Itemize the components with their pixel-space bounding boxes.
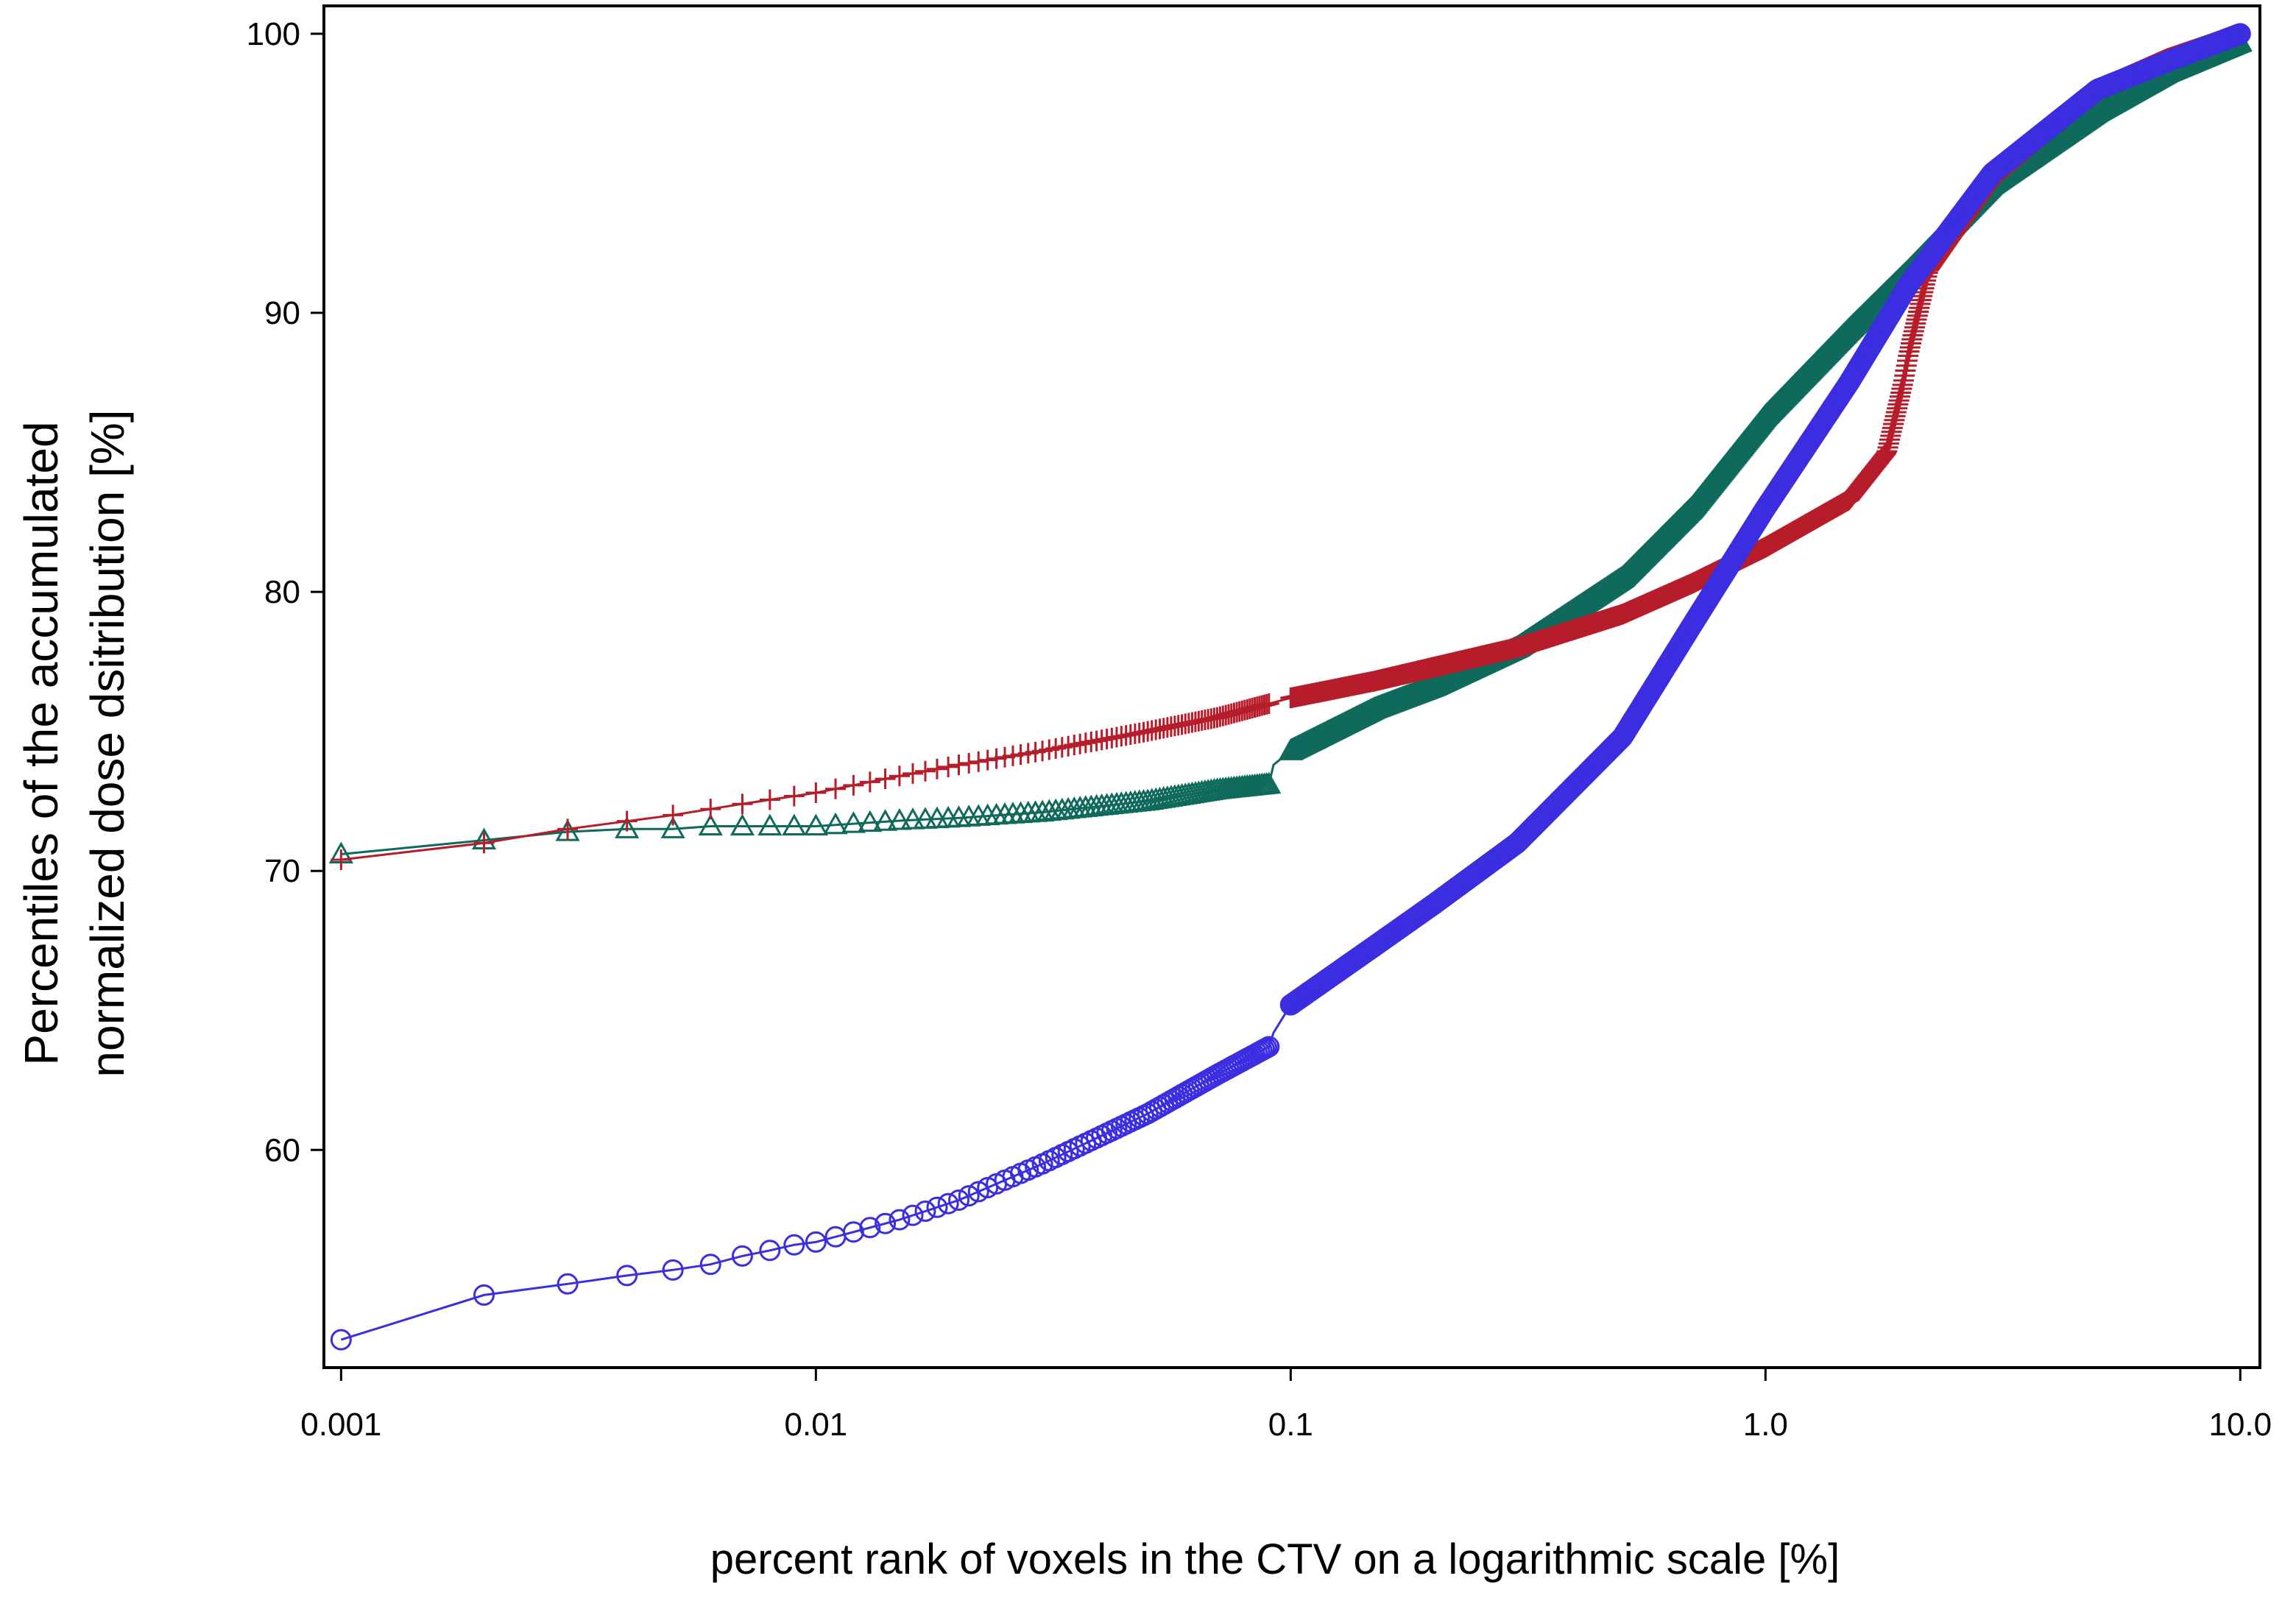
data-point	[995, 746, 1016, 768]
data-point	[958, 1185, 980, 1207]
y-tick-label: 80	[264, 574, 300, 610]
x-axis-title: percent rank of voxels in the CTV on a l…	[710, 1535, 1840, 1583]
data-point	[958, 752, 980, 774]
data-point	[977, 749, 998, 771]
data-point	[841, 811, 866, 833]
series-circle	[330, 23, 2251, 1351]
data-point	[473, 1284, 495, 1306]
plot-frame	[322, 4, 2261, 1369]
series-line	[341, 32, 2241, 861]
data-point	[842, 1221, 864, 1243]
data-point	[660, 816, 685, 838]
data-point	[914, 760, 936, 782]
data-point	[914, 1201, 936, 1223]
data-point	[823, 812, 848, 835]
data-point	[1258, 1036, 1280, 1058]
data-point	[859, 1217, 881, 1239]
data-point	[948, 754, 969, 776]
y-axis-title: Percentiles of the accumulated normalize…	[15, 409, 134, 1077]
x-tick-label: 0.001	[300, 1407, 381, 1443]
data-point	[731, 1245, 753, 1267]
data-point	[902, 763, 923, 784]
data-point	[900, 807, 925, 830]
data-point	[902, 1204, 924, 1226]
data-point	[938, 756, 959, 777]
data-point	[887, 807, 912, 830]
data-point	[803, 813, 828, 836]
data-point	[783, 1234, 805, 1256]
y-tick-label: 70	[264, 853, 300, 889]
data-point	[1257, 771, 1282, 794]
data-point	[968, 751, 989, 772]
data-point	[948, 1189, 970, 1212]
data-point	[782, 813, 807, 836]
data-point	[331, 849, 352, 871]
data-point	[730, 813, 755, 836]
data-point	[889, 1209, 911, 1231]
series-line	[341, 40, 2241, 855]
data-point	[2229, 23, 2251, 45]
data-point	[937, 1192, 959, 1215]
y-tick-label: 100	[247, 16, 300, 52]
x-tick-label: 10.0	[2208, 1407, 2272, 1443]
x-tick-label: 1.0	[1743, 1407, 1788, 1443]
data-point	[875, 1212, 897, 1234]
data-point	[615, 816, 640, 838]
x-tick-label: 0.01	[785, 1407, 848, 1443]
x-tick-label: 0.1	[1268, 1407, 1313, 1443]
data-point	[859, 771, 880, 793]
data-point	[875, 768, 896, 790]
data-point	[757, 813, 783, 836]
data-point	[557, 819, 579, 840]
data-point	[873, 809, 898, 831]
data-point	[663, 805, 684, 826]
data-point	[616, 810, 637, 832]
data-point	[732, 793, 753, 815]
plot-series-layer	[328, 23, 2253, 1351]
data-point	[805, 782, 827, 804]
data-point	[700, 799, 721, 820]
data-point	[759, 1240, 781, 1262]
data-point	[473, 832, 495, 854]
data-point	[843, 774, 864, 796]
y-axis: 60 70 80 90 100	[247, 16, 324, 1168]
y-axis-title-line-1: Percentiles of the accumulated	[15, 421, 68, 1065]
data-point	[699, 1254, 721, 1276]
data-point	[330, 1329, 352, 1351]
data-point	[616, 1265, 638, 1287]
y-tick-label: 60	[264, 1132, 300, 1168]
data-point	[889, 766, 910, 787]
data-point	[858, 810, 883, 832]
data-point	[926, 1196, 948, 1218]
data-point	[967, 1181, 989, 1203]
data-point	[557, 1273, 579, 1295]
data-point	[783, 785, 805, 807]
y-axis-title-line-2: normalized dose dsitribution [%]	[81, 409, 134, 1077]
data-point	[698, 813, 723, 836]
data-point	[805, 1231, 827, 1253]
data-point	[986, 748, 1007, 769]
data-point	[759, 789, 780, 810]
series-triangle	[328, 29, 2253, 863]
data-point	[926, 758, 947, 779]
data-point	[825, 778, 847, 799]
data-point	[1258, 693, 1279, 715]
x-axis: 0.001 0.01 0.1 1.0 10.0	[300, 1368, 2272, 1443]
data-point	[662, 1259, 684, 1281]
y-tick-label: 90	[264, 295, 300, 331]
